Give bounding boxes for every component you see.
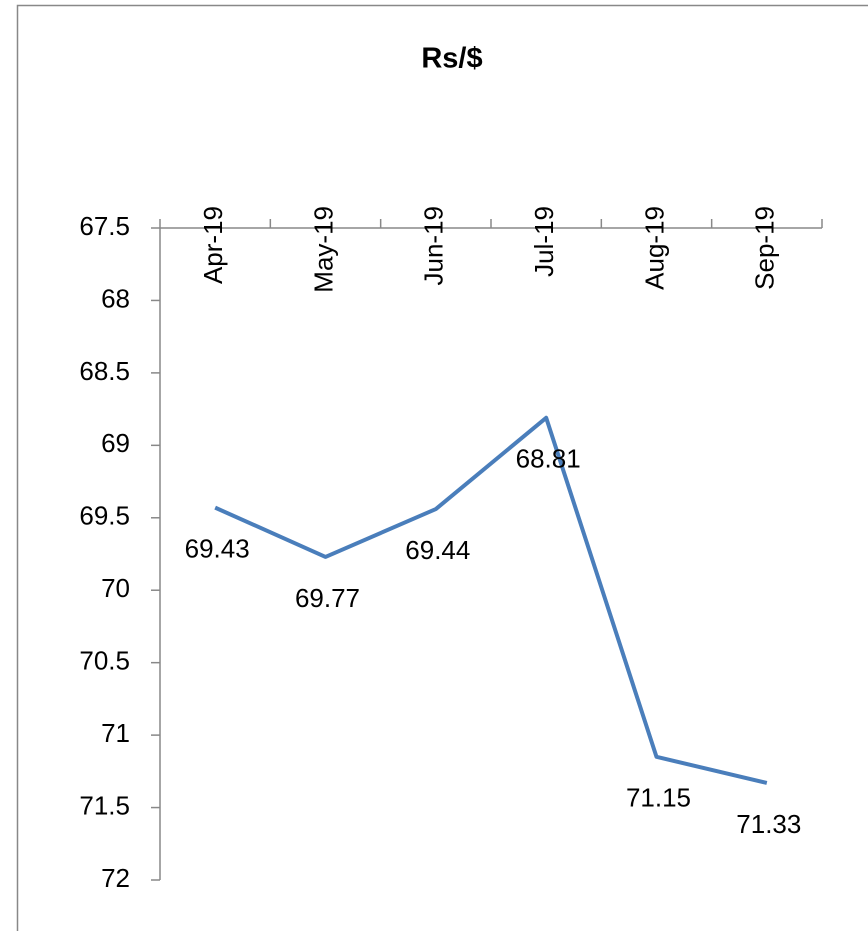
y-tick-label: 67.5 xyxy=(79,211,130,241)
x-tick-label: Apr-19 xyxy=(198,206,228,284)
y-tick-label: 69.5 xyxy=(79,501,130,531)
x-tick-label: May-19 xyxy=(308,206,338,293)
data-label: 69.44 xyxy=(405,535,470,565)
y-tick-label: 70 xyxy=(101,573,130,603)
data-label: 71.33 xyxy=(736,809,801,839)
data-label: 69.43 xyxy=(185,534,250,564)
data-label: 71.15 xyxy=(626,783,691,813)
chart-border xyxy=(16,4,868,931)
x-tick-label: Jul-19 xyxy=(529,206,559,277)
x-tick-label: Sep-19 xyxy=(750,206,780,290)
x-tick-label: Aug-19 xyxy=(639,206,669,290)
y-tick-label: 68.5 xyxy=(79,356,130,386)
data-line xyxy=(214,415,768,785)
y-tick-label: 72 xyxy=(101,863,130,893)
chart-title: Rs/$ xyxy=(421,43,482,75)
y-tick-label: 68 xyxy=(101,283,130,313)
y-tick-label: 69 xyxy=(101,428,130,458)
y-tick-label: 70.5 xyxy=(79,646,130,676)
y-tick-label: 71.5 xyxy=(79,790,130,820)
data-label: 69.77 xyxy=(295,583,360,613)
data-label: 68.81 xyxy=(516,444,581,474)
x-tick-label: Jun-19 xyxy=(419,206,449,286)
y-tick-label: 71 xyxy=(101,718,130,748)
